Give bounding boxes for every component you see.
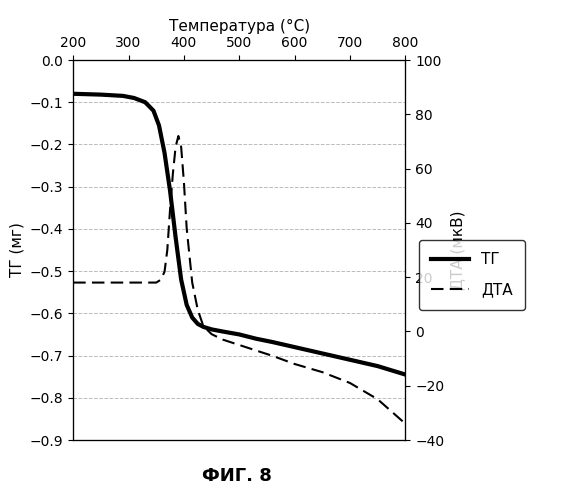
ТГ (291, 344, 298, 350)
ТГ (119, 93, 126, 99)
ДТА (169, 171, 176, 177)
ТГ (161, 150, 168, 156)
ДТА (220, 336, 226, 342)
Text: ФИГ. 8: ФИГ. 8 (202, 467, 271, 485)
ТГ (236, 332, 243, 338)
ДТА (119, 280, 126, 285)
ДТА (374, 396, 381, 402)
ТГ (319, 350, 325, 356)
X-axis label: Температура (°С): Температура (°С) (169, 18, 310, 34)
ДТА (161, 268, 168, 274)
ДТА (153, 280, 160, 285)
ТГ (167, 188, 173, 194)
Line: ТГ: ТГ (73, 94, 405, 374)
ДТА (181, 179, 187, 185)
ДТА (236, 342, 243, 348)
ТГ (402, 372, 409, 378)
ДТА (291, 361, 298, 367)
ТГ (374, 363, 381, 369)
ДТА (319, 369, 325, 375)
ДТА (172, 144, 179, 150)
ДТА (194, 306, 201, 312)
ТГ (184, 302, 190, 308)
ТГ (131, 95, 137, 101)
ТГ (70, 91, 77, 97)
ТГ (97, 92, 104, 98)
Y-axis label: ДТА (мкВ): ДТА (мкВ) (450, 210, 465, 290)
ТГ (172, 234, 179, 240)
ТГ (269, 339, 276, 345)
ТГ (142, 99, 149, 105)
ДТА (70, 280, 77, 285)
ДТА (175, 133, 182, 139)
ДТА (164, 247, 171, 253)
ДТА (189, 280, 195, 285)
ДТА (131, 280, 137, 285)
ТГ (252, 336, 259, 342)
ТГ (220, 328, 226, 334)
ТГ (155, 122, 162, 128)
Y-axis label: ТГ (мг): ТГ (мг) (9, 222, 24, 278)
ТГ (178, 276, 185, 282)
Legend: ТГ, ДТА: ТГ, ДТА (419, 240, 525, 310)
ТГ (200, 324, 207, 330)
Line: ДТА: ДТА (73, 136, 405, 424)
ДТА (167, 206, 173, 212)
ТГ (208, 326, 215, 332)
ТГ (150, 108, 157, 114)
ДТА (252, 348, 259, 354)
ДТА (347, 380, 354, 386)
ТГ (194, 321, 201, 327)
ТГ (189, 314, 195, 320)
ДТА (142, 280, 149, 285)
ДТА (157, 277, 164, 283)
ДТА (208, 331, 215, 337)
ДТА (178, 144, 185, 150)
ТГ (347, 357, 354, 363)
ДТА (200, 323, 207, 329)
ДТА (269, 353, 276, 359)
ДТА (402, 420, 409, 426)
ДТА (97, 280, 104, 285)
ДТА (184, 226, 190, 232)
